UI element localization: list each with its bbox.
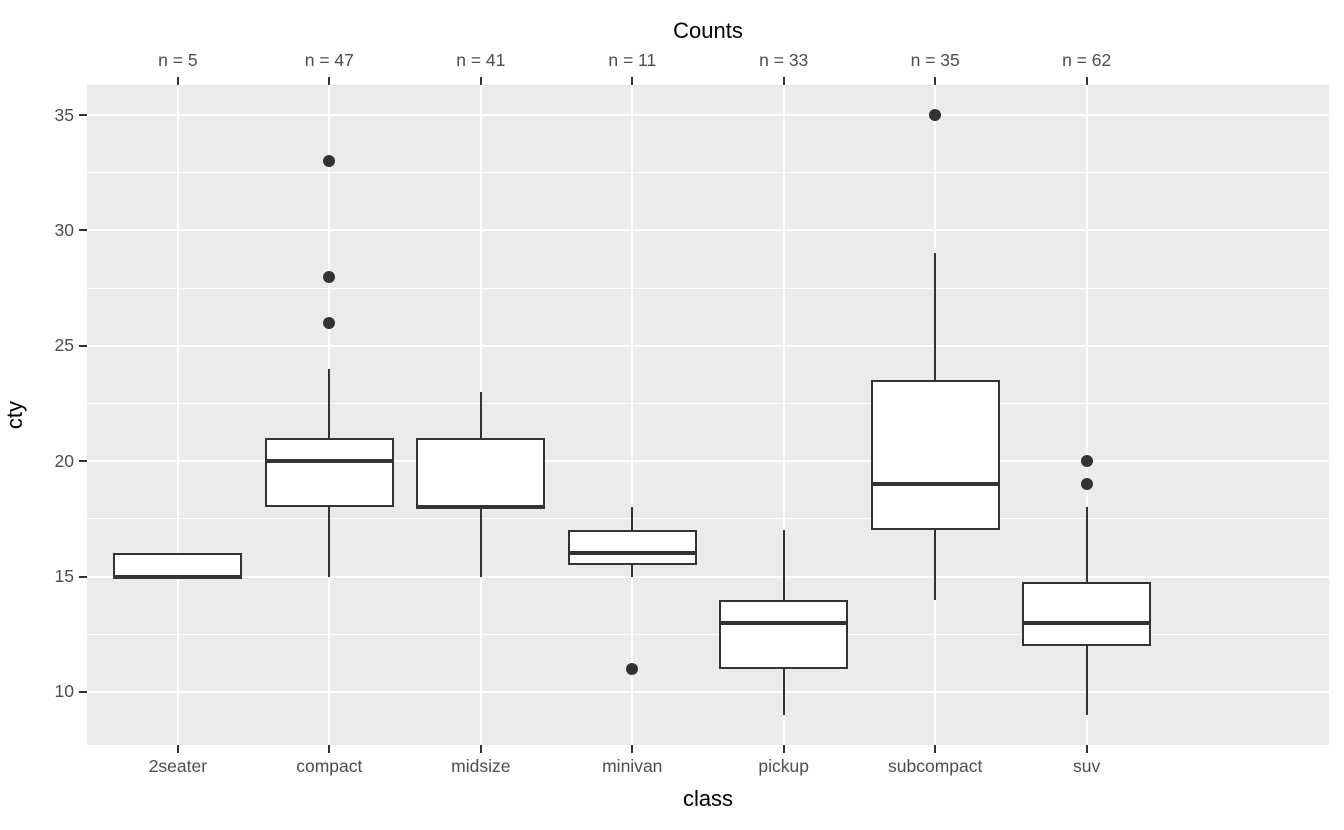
outlier-dot (1080, 455, 1093, 468)
y-axis-title: cty (2, 400, 27, 430)
whisker-lower (782, 668, 785, 715)
x-tick-label: 2seater (148, 756, 208, 776)
whisker-upper (631, 507, 634, 531)
box-2seater (113, 553, 243, 577)
whisker-upper (479, 391, 482, 439)
count-label: n = 62 (1062, 50, 1112, 70)
box-suv (1022, 582, 1152, 646)
plot-panel (87, 85, 1329, 745)
x-tick-label: pickup (758, 756, 810, 776)
count-label: n = 35 (910, 50, 960, 70)
count-label: n = 11 (608, 50, 657, 70)
y-tick-label: 35 (54, 104, 74, 125)
x-tick-label: subcompact (888, 756, 983, 776)
x-axis-tick-bottom (782, 745, 785, 753)
whisker-lower (328, 507, 331, 577)
y-axis-tick (79, 114, 87, 116)
y-axis-tick (79, 690, 87, 693)
outlier-dot (929, 109, 942, 121)
whisker-lower (934, 530, 937, 600)
gridline-major (87, 114, 1329, 116)
whisker-upper (934, 253, 937, 381)
y-axis-tick (79, 344, 87, 347)
gridline-vertical (1085, 85, 1088, 745)
gridline-major (87, 460, 1329, 463)
y-tick-label: 20 (54, 450, 74, 471)
top-axis-title: Counts (673, 18, 743, 43)
gridline-vertical (631, 85, 634, 745)
gridline-minor (87, 172, 1329, 174)
x-axis-tick-bottom (328, 745, 331, 753)
gridline-major (87, 344, 1329, 347)
x-axis-tick-top (934, 77, 937, 85)
x-axis-tick-top (631, 77, 634, 85)
whisker-upper (782, 530, 785, 600)
whisker-lower (1085, 645, 1088, 715)
y-tick-label: 25 (54, 335, 74, 356)
outlier-dot (323, 155, 336, 168)
median-line-minivan (567, 551, 697, 556)
count-label: n = 47 (304, 50, 354, 70)
box-pickup (719, 599, 849, 669)
x-axis-tick-bottom (631, 745, 634, 753)
count-label: n = 41 (456, 50, 506, 70)
median-line-pickup (719, 620, 849, 625)
whisker-upper (1085, 507, 1088, 583)
y-axis-tick (79, 575, 87, 578)
x-tick-label: suv (1073, 756, 1101, 776)
gridline-major (87, 229, 1329, 232)
gridline-major (87, 690, 1329, 693)
gridline-vertical (782, 85, 785, 745)
box-subcompact (870, 380, 1000, 531)
gridline-vertical (176, 85, 179, 745)
median-line-suv (1022, 620, 1152, 625)
x-tick-label: compact (296, 756, 363, 776)
outlier-dot (323, 270, 336, 283)
gridline-minor (87, 518, 1329, 520)
median-line-subcompact (870, 482, 1000, 487)
outlier-dot (1080, 478, 1093, 491)
whisker-lower (479, 507, 482, 577)
x-axis-tick-top (479, 77, 482, 85)
y-axis-tick (79, 460, 87, 463)
y-tick-label: 10 (54, 681, 74, 702)
box-compact (264, 438, 394, 508)
y-tick-label: 30 (54, 219, 74, 240)
count-label: n = 33 (759, 50, 809, 70)
x-axis-title: class (682, 786, 734, 811)
x-axis-tick-bottom (176, 745, 179, 753)
x-axis-tick-bottom (479, 745, 482, 753)
median-line-midsize (416, 505, 546, 510)
x-tick-label: midsize (451, 756, 511, 776)
gridline-major (87, 575, 1329, 578)
gridline-minor (87, 402, 1329, 404)
median-line-2seater (113, 574, 243, 579)
outlier-dot (323, 316, 336, 329)
gridline-minor (87, 287, 1329, 289)
x-axis-tick-top (328, 77, 331, 85)
box-midsize (416, 438, 546, 508)
y-axis-tick (79, 229, 87, 232)
x-tick-label: minivan (602, 756, 663, 776)
count-label: n = 5 (158, 50, 198, 70)
whisker-upper (328, 368, 331, 439)
box-minivan (567, 530, 697, 565)
x-axis-tick-bottom (934, 745, 937, 753)
median-line-compact (264, 459, 394, 464)
whisker-lower (631, 565, 634, 577)
y-tick-label: 15 (54, 566, 74, 587)
x-axis-tick-top (1085, 77, 1088, 85)
x-axis-tick-bottom (1085, 745, 1088, 753)
gridline-minor (87, 633, 1329, 635)
x-axis-tick-top (782, 77, 785, 85)
x-axis-tick-top (176, 77, 179, 85)
outlier-dot (626, 662, 639, 675)
